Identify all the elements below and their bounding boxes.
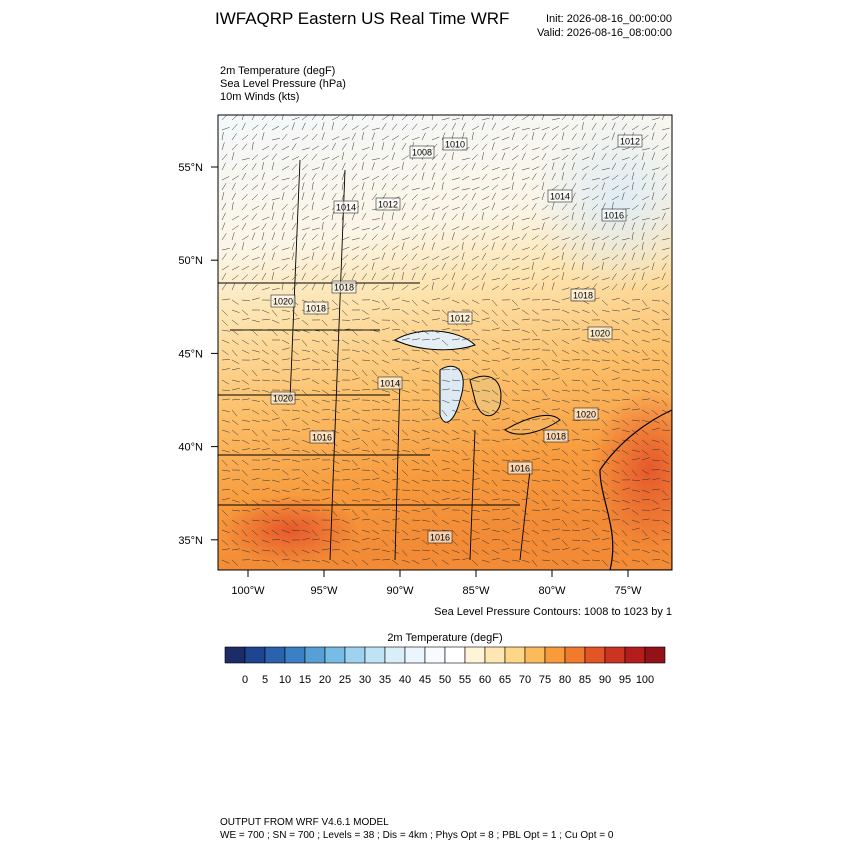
colorbar-box (305, 647, 325, 663)
colorbar-label: 85 (579, 674, 591, 686)
colorbar-label: 55 (459, 674, 471, 686)
contour-label: 1020 (273, 297, 293, 307)
field-label: 2m Temperature (degF) (220, 65, 335, 77)
colorbar-label: 75 (539, 674, 551, 686)
colorbar-box (485, 647, 505, 663)
contour-label: 1016 (510, 464, 530, 474)
lat-label: 35°N (178, 535, 203, 547)
colorbar-label: 70 (519, 674, 531, 686)
colorbar-label: 10 (279, 674, 291, 686)
colorbar-label: 100 (636, 674, 654, 686)
valid-time: Valid: 2026-08-16_08:00:00 (537, 27, 672, 39)
map-field: 1010 1012 1008 1014 1012 1014 1016 1018 1018 1020… (218, 110, 710, 570)
contour-note: Sea Level Pressure Contours: 1008 to 102… (434, 606, 672, 618)
colorbar-box (265, 647, 285, 663)
contour-label: 1012 (378, 200, 398, 210)
colorbar-label: 95 (619, 674, 631, 686)
colorbar-label: 5 (262, 674, 268, 686)
contour-label: 1010 (445, 140, 465, 150)
footer-line: WE = 700 ; SN = 700 ; Levels = 38 ; Dis … (220, 830, 614, 841)
contour-label: 1020 (273, 394, 293, 404)
colorbar-box (505, 647, 525, 663)
colorbar-box (325, 647, 345, 663)
colorbar-box (625, 647, 645, 663)
lon-label: 100°W (231, 585, 265, 597)
lat-label: 40°N (178, 442, 203, 454)
field-label: Sea Level Pressure (hPa) (220, 78, 346, 90)
lon-label: 90°W (386, 585, 414, 597)
field-label: 10m Winds (kts) (220, 91, 299, 103)
contour-label: 1020 (576, 410, 596, 420)
lon-label: 95°W (310, 585, 338, 597)
colorbar-title: 2m Temperature (degF) (387, 632, 502, 644)
contour-label: 1012 (450, 314, 470, 324)
colorbar-box (525, 647, 545, 663)
colorbar-box (585, 647, 605, 663)
contour-label: 1018 (334, 283, 354, 293)
title: IWFAQRP Eastern US Real Time WRF (215, 9, 509, 28)
colorbar-box (565, 647, 585, 663)
colorbar-box (425, 647, 445, 663)
contour-label: 1020 (590, 329, 610, 339)
contour-label: 1016 (312, 433, 332, 443)
colorbar-box (405, 647, 425, 663)
footer-line: OUTPUT FROM WRF V4.6.1 MODEL (220, 817, 389, 828)
contour-label: 1018 (573, 291, 593, 301)
contour-label: 1018 (306, 304, 326, 314)
colorbar-label: 35 (379, 674, 391, 686)
contour-label: 1016 (430, 533, 450, 543)
colorbar-label: 30 (359, 674, 371, 686)
contour-label: 1014 (550, 192, 570, 202)
colorbar-box (645, 647, 665, 663)
colorbar-box (225, 647, 245, 663)
colorbar-box (365, 647, 385, 663)
contour-label: 1014 (336, 203, 356, 213)
contour-label: 1008 (412, 148, 432, 158)
colorbar-box (545, 647, 565, 663)
lon-label: 80°W (538, 585, 566, 597)
colorbar-box (245, 647, 265, 663)
colorbar-box (465, 647, 485, 663)
colorbar-label: 25 (339, 674, 351, 686)
lon-label: 75°W (614, 585, 642, 597)
init-time: Init: 2026-08-16_00:00:00 (546, 13, 672, 25)
colorbar-label: 15 (299, 674, 311, 686)
contour-label: 1014 (380, 379, 400, 389)
contour-label: 1012 (620, 137, 640, 147)
colorbar-label: 80 (559, 674, 571, 686)
colorbar-label: 20 (319, 674, 331, 686)
lat-label: 55°N (178, 162, 203, 174)
contour-label: 1018 (546, 432, 566, 442)
colorbar-box (605, 647, 625, 663)
colorbar-label: 65 (499, 674, 511, 686)
colorbar-label: 60 (479, 674, 491, 686)
colorbar-label: 0 (242, 674, 248, 686)
colorbar-box (445, 647, 465, 663)
contour-label: 1016 (604, 211, 624, 221)
lon-label: 85°W (462, 585, 490, 597)
colorbar-label: 45 (419, 674, 431, 686)
lat-label: 50°N (178, 255, 203, 267)
lat-label: 45°N (178, 348, 203, 360)
colorbar-box (345, 647, 365, 663)
colorbar-box (385, 647, 405, 663)
colorbar-label: 40 (399, 674, 411, 686)
colorbar-label: 50 (439, 674, 451, 686)
colorbar-label: 90 (599, 674, 611, 686)
colorbar-box (285, 647, 305, 663)
